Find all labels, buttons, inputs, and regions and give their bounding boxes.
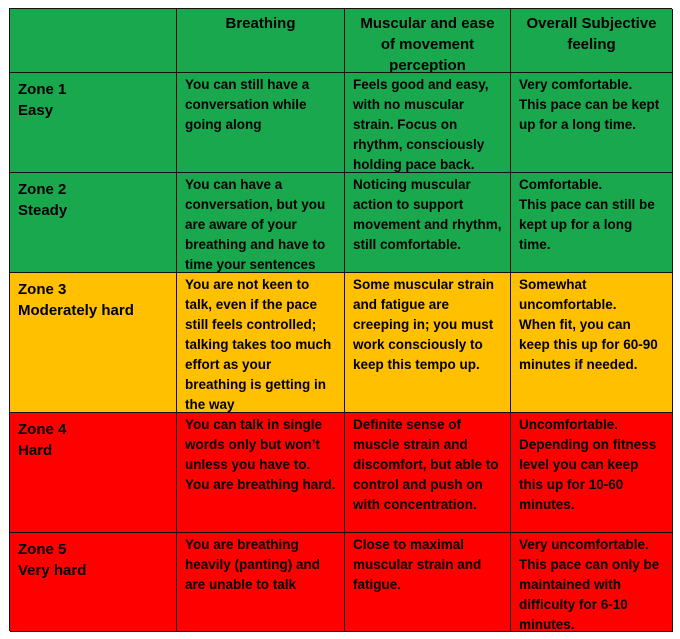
zone-5-breathing: You are breathing heavily (panting) and … bbox=[177, 533, 345, 632]
zone-1-subjective: Very comfortable. This pace can be kept … bbox=[511, 73, 673, 173]
zone-2-label: Zone 2 Steady bbox=[10, 173, 177, 273]
zone-1-breathing: You can still have a conversation while … bbox=[177, 73, 345, 173]
header-subjective: Overall Subjective feeling bbox=[511, 9, 673, 73]
zone-2-muscular: Noticing muscular action to support move… bbox=[345, 173, 511, 273]
zone-1-muscular: Feels good and easy, with no muscular st… bbox=[345, 73, 511, 173]
zone-4-subjective: Uncomfortable. Depending on fitness leve… bbox=[511, 413, 673, 533]
zone-5-subjective: Very uncomfortable. This pace can only b… bbox=[511, 533, 673, 632]
zone-1-label: Zone 1 Easy bbox=[10, 73, 177, 173]
zone-4-muscular: Definite sense of muscle strain and disc… bbox=[345, 413, 511, 533]
zone-3-subjective: Somewhat uncomfortable. When fit, you ca… bbox=[511, 273, 673, 413]
zone-2-subjective: Comfortable. This pace can still be kept… bbox=[511, 173, 673, 273]
zone-3-muscular: Some muscular strain and fatigue are cre… bbox=[345, 273, 511, 413]
zone-5-muscular: Close to maximal muscular strain and fat… bbox=[345, 533, 511, 632]
header-blank-cell bbox=[10, 9, 177, 73]
zone-5-label: Zone 5 Very hard bbox=[10, 533, 177, 632]
zone-2-breathing: You can have a conversation, but you are… bbox=[177, 173, 345, 273]
zone-3-label: Zone 3 Moderately hard bbox=[10, 273, 177, 413]
training-zones-table: Breathing Muscular and ease of movement … bbox=[9, 8, 673, 632]
zone-4-label: Zone 4 Hard bbox=[10, 413, 177, 533]
header-breathing: Breathing bbox=[177, 9, 345, 73]
header-muscular: Muscular and ease of movement perception bbox=[345, 9, 511, 73]
zone-4-breathing: You can talk in single words only but wo… bbox=[177, 413, 345, 533]
zone-3-breathing: You are not keen to talk, even if the pa… bbox=[177, 273, 345, 413]
